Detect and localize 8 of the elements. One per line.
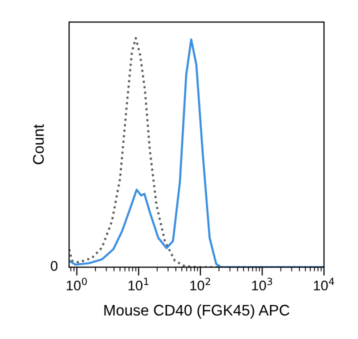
x-axis-title: Mouse CD40 (FGK45) APC bbox=[104, 304, 290, 319]
x-tick-label: 10$^{2}$ bbox=[190, 278, 210, 290]
x-tick-label: 10$^{3}$ bbox=[252, 278, 272, 290]
x-tick-label: 10$^{4}$ bbox=[314, 278, 334, 290]
x-tick-label: 10$^{1}$ bbox=[128, 278, 148, 290]
y-axis-title: Count bbox=[33, 124, 44, 164]
x-tick-label: 10$^{0}$ bbox=[66, 278, 87, 290]
text: 0 bbox=[50, 261, 58, 271]
